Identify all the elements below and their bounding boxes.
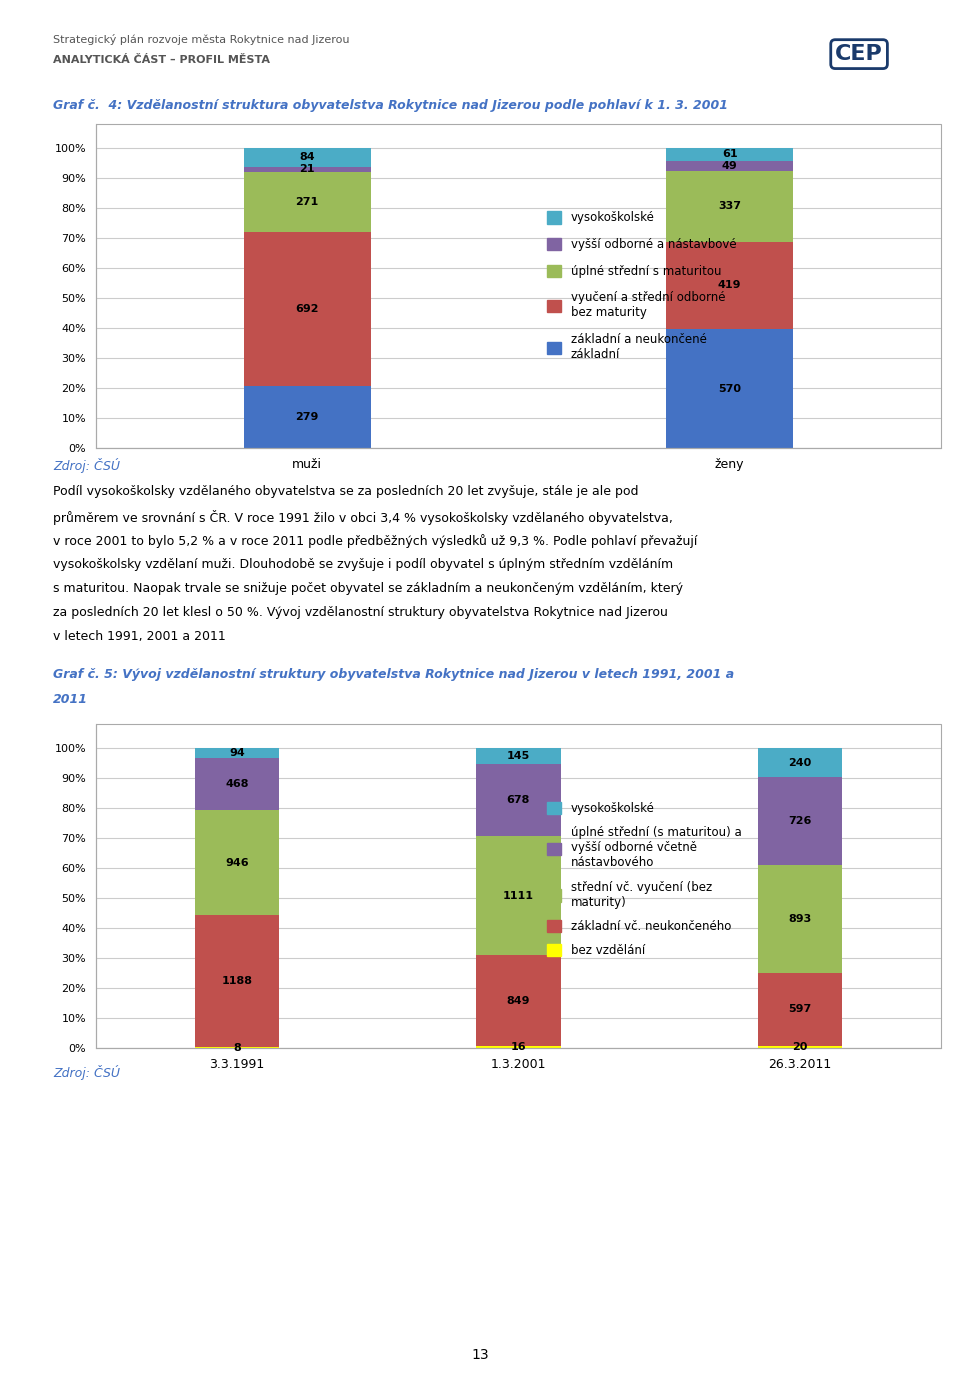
Bar xyxy=(666,161,793,171)
Text: 240: 240 xyxy=(788,757,811,768)
Bar xyxy=(476,836,561,956)
Text: 16: 16 xyxy=(511,1043,526,1052)
Text: 849: 849 xyxy=(507,996,530,1005)
Bar xyxy=(244,171,371,232)
Text: 893: 893 xyxy=(788,914,811,924)
Bar xyxy=(244,167,371,171)
Text: průměrem ve srovnání s ČR. V roce 1991 žilo v obci 3,4 % vysokoškolsky vzdělanéh: průměrem ve srovnání s ČR. V roce 1991 ž… xyxy=(53,509,673,524)
Bar xyxy=(244,148,371,167)
Bar xyxy=(757,865,842,974)
Text: 1111: 1111 xyxy=(503,891,534,900)
Text: Zdroj: ČSÚ: Zdroj: ČSÚ xyxy=(53,458,120,473)
Bar xyxy=(757,776,842,865)
Bar xyxy=(244,232,371,386)
Bar xyxy=(666,241,793,330)
Text: 946: 946 xyxy=(225,858,249,867)
Text: 8: 8 xyxy=(233,1043,241,1052)
Text: vysokoškolsky vzdělaní muži. Dlouhodobě se zvyšuje i podíl obyvatel s úplným stř: vysokoškolsky vzdělaní muži. Dlouhodobě … xyxy=(53,557,673,571)
Text: 271: 271 xyxy=(296,197,319,207)
Text: 1188: 1188 xyxy=(222,976,252,986)
Bar xyxy=(195,747,279,758)
Text: Zdroj: ČSÚ: Zdroj: ČSÚ xyxy=(53,1065,120,1080)
Text: s maturitou. Naopak trvale se snižuje počet obyvatel se základním a neukončeným : s maturitou. Naopak trvale se snižuje po… xyxy=(53,582,683,594)
Text: Graf č. 5: Vývoj vzdělanostní struktury obyvatelstva Rokytnice nad Jizerou v let: Graf č. 5: Vývoj vzdělanostní struktury … xyxy=(53,669,734,681)
Text: 468: 468 xyxy=(225,779,249,789)
Text: 49: 49 xyxy=(722,161,737,171)
Text: 726: 726 xyxy=(788,816,812,826)
Bar xyxy=(757,747,842,776)
Text: za posledních 20 let klesl o 50 %. Vývoj vzdělanostní struktury obyvatelstva Rok: za posledních 20 let klesl o 50 %. Vývoj… xyxy=(53,607,667,619)
Text: 419: 419 xyxy=(718,280,741,291)
Text: 692: 692 xyxy=(296,303,319,314)
Bar xyxy=(476,747,561,764)
Bar xyxy=(96,124,941,448)
Text: 61: 61 xyxy=(722,149,737,160)
Text: ANALYTICKÁ ČÁST – PROFIL MĚSTA: ANALYTICKÁ ČÁST – PROFIL MĚSTA xyxy=(53,55,270,65)
Bar xyxy=(666,330,793,448)
Text: CEP: CEP xyxy=(835,44,883,65)
Text: 2011: 2011 xyxy=(53,694,87,706)
Bar xyxy=(666,171,793,241)
Text: 279: 279 xyxy=(296,412,319,422)
Text: 84: 84 xyxy=(300,153,315,163)
Bar xyxy=(195,758,279,811)
Text: Graf č.  4: Vzdělanostní struktura obyvatelstva Rokytnice nad Jizerou podle pohl: Graf č. 4: Vzdělanostní struktura obyvat… xyxy=(53,99,728,112)
Legend: vysokoškolské, úplné střední (s maturitou) a
vyšší odborné včetně
nástavbového, : vysokoškolské, úplné střední (s maturito… xyxy=(541,796,748,963)
Text: v letech 1991, 2001 a 2011: v letech 1991, 2001 a 2011 xyxy=(53,630,226,643)
Bar xyxy=(244,386,371,448)
Text: 678: 678 xyxy=(507,794,530,805)
Bar xyxy=(96,724,941,1048)
Bar xyxy=(195,916,279,1047)
Text: 570: 570 xyxy=(718,383,741,393)
Text: 145: 145 xyxy=(507,750,530,761)
Bar xyxy=(195,811,279,916)
Legend: vysokoškolské, vyšší odborné a nástavbové, úplné střední s maturitou, vyučení a : vysokoškolské, vyšší odborné a nástavbov… xyxy=(541,205,742,367)
Text: Podíl vysokoškolsky vzdělaného obyvatelstva se za posledních 20 let zvyšuje, stá: Podíl vysokoškolsky vzdělaného obyvatels… xyxy=(53,485,638,498)
Bar xyxy=(757,1045,842,1048)
Text: 337: 337 xyxy=(718,201,741,211)
Text: v roce 2001 to bylo 5,2 % a v roce 2011 podle předběžných výsledků už 9,3 %. Pod: v roce 2001 to bylo 5,2 % a v roce 2011 … xyxy=(53,534,697,547)
Text: 21: 21 xyxy=(300,164,315,174)
Text: 94: 94 xyxy=(228,749,245,758)
Bar xyxy=(476,1047,561,1048)
Bar xyxy=(476,956,561,1047)
Text: 20: 20 xyxy=(792,1041,807,1052)
Bar xyxy=(666,148,793,161)
Bar xyxy=(757,974,842,1045)
Text: 597: 597 xyxy=(788,1004,811,1015)
Text: 13: 13 xyxy=(471,1349,489,1362)
Text: Strategický plán rozvoje města Rokytnice nad Jizerou: Strategický plán rozvoje města Rokytnice… xyxy=(53,34,349,46)
Bar xyxy=(476,764,561,836)
